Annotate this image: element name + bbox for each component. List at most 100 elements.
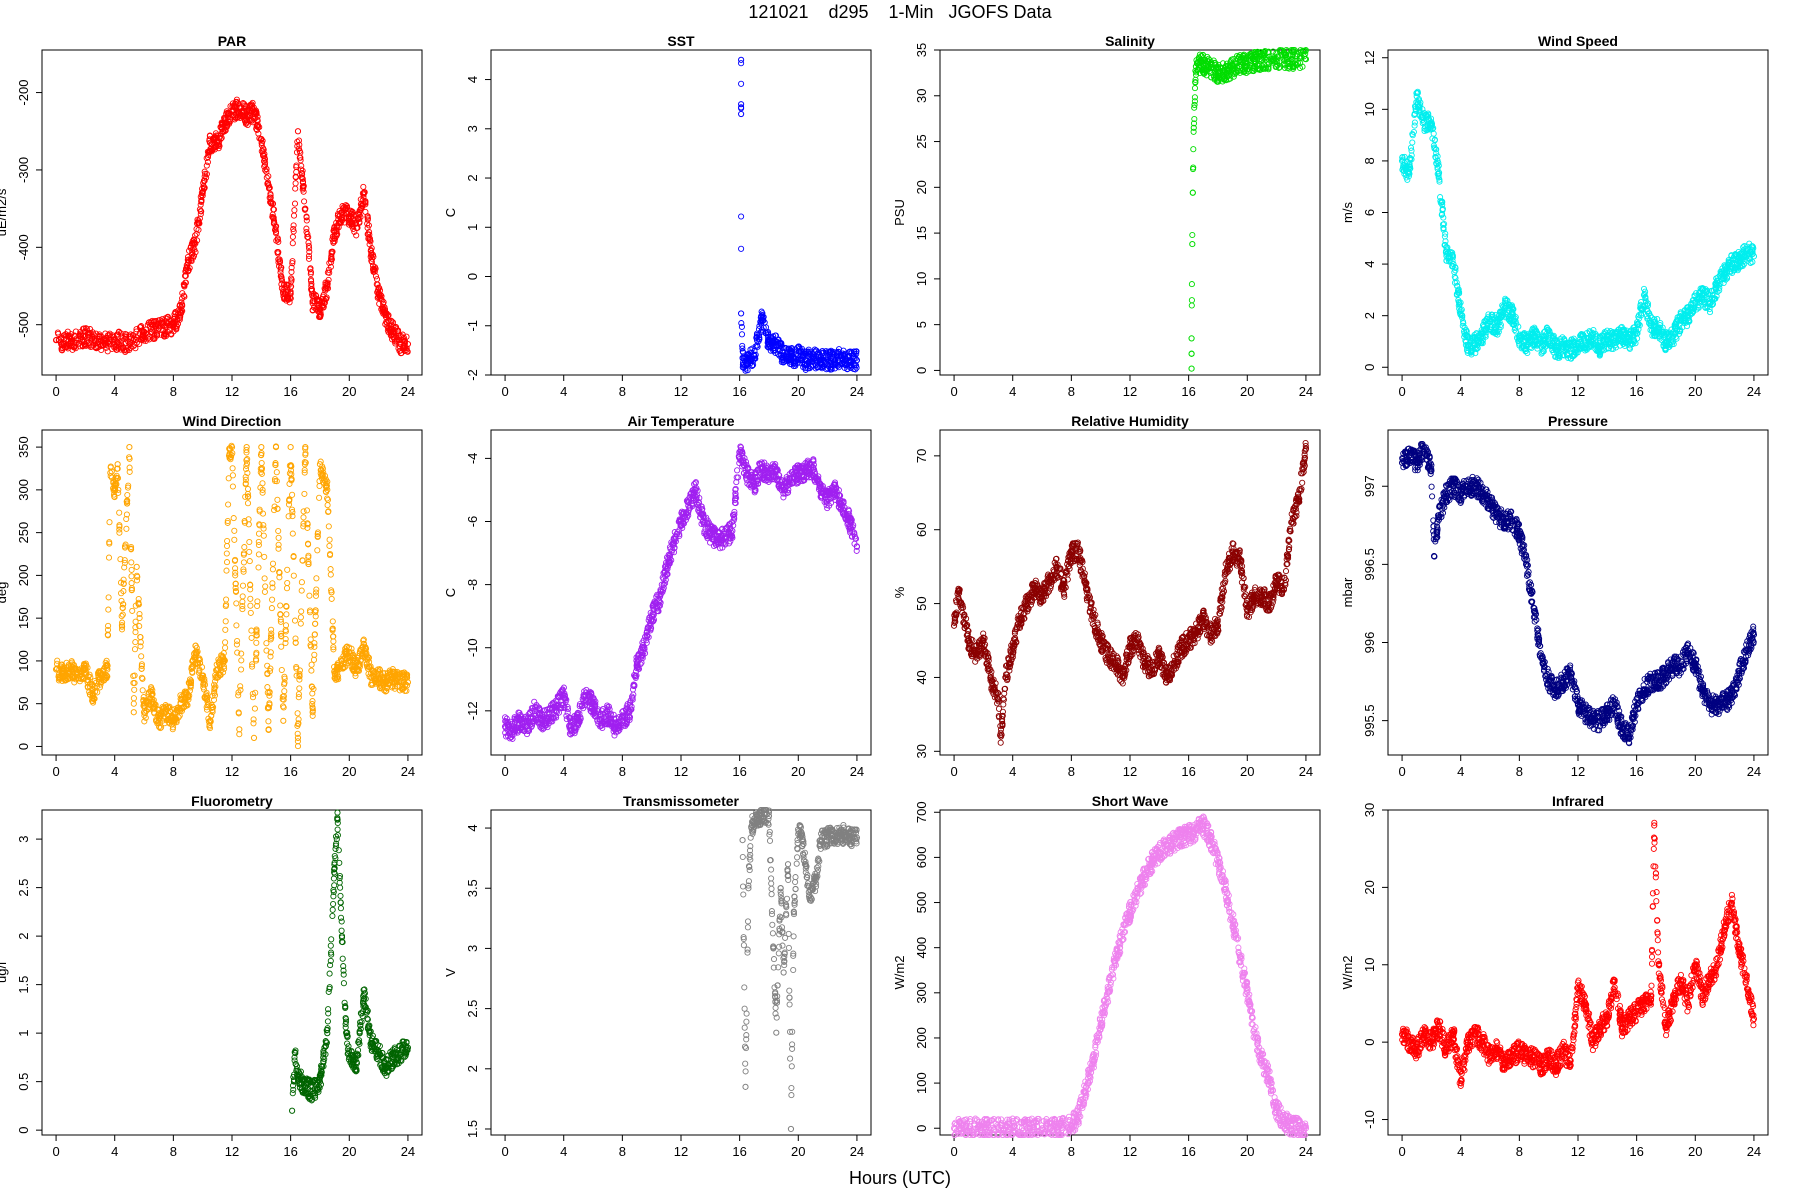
y-tick-label: 5 [914,321,929,328]
scatter-texture-point [197,211,204,218]
scatter-texture-point [308,661,315,668]
scatter-texture-point [400,334,407,341]
scatter-texture-point [139,687,146,694]
scatter-texture-point [255,551,262,558]
scatter-texture-point [132,345,139,352]
scatter-texture-point [753,333,760,340]
scatter-texture-point [222,127,229,134]
y-axis-label: deg [0,582,9,604]
x-tick-label: 12 [674,384,688,399]
scatter-texture-point [289,233,296,240]
y-tick-label: -500 [16,312,31,338]
scatter-texture-point [267,192,274,199]
scatter-texture-point [284,566,291,573]
scatter-texture-point [738,331,746,338]
scatter-texture-point [198,197,205,205]
scatter-texture-point [291,200,299,207]
scatter-texture-point [130,343,137,350]
plot-frame [490,49,872,376]
scatter-texture-point [61,331,68,339]
data-point [1188,335,1195,342]
y-tick-label: 150 [16,607,31,629]
scatter-texture-point [76,343,84,350]
scatter-texture-point [263,640,270,647]
y-axis-label: C [443,208,458,217]
scatter-texture-point [229,472,236,479]
scatter-texture-point [300,508,307,515]
scatter-texture-point [189,247,196,254]
scatter-texture-point [247,595,254,602]
scatter-texture-point [247,609,254,616]
scatter-texture-point [122,333,129,340]
x-tick-label: 20 [791,384,805,399]
scatter-texture-point [281,290,288,297]
scatter-texture-point [383,311,390,318]
scatter-texture-point [272,226,279,233]
x-tick-label: 8 [1516,384,1523,399]
y-tick-label: -1 [465,320,480,332]
y-tick-label: 15 [914,226,929,240]
y-tick-label: 12 [1362,51,1377,65]
data-point [738,56,745,63]
scatter-texture-point [328,249,336,256]
scatter-texture-point [268,605,275,612]
scatter-texture-point [222,639,229,646]
y-tick-label: 8 [1362,157,1377,164]
scatter-texture-point [265,173,272,180]
y-tick-label: 0 [914,367,929,374]
x-tick-label: 4 [111,764,118,779]
data-point [738,310,745,317]
scatter-texture-point [225,501,232,508]
scatter-texture-point [73,337,80,344]
scatter-texture-point [255,130,262,137]
scatter-texture-point [105,606,112,613]
scatter-texture-point [298,579,305,586]
data-point [133,563,140,570]
scatter-texture-point [258,136,265,143]
scatter-texture-point [325,266,332,273]
scatter-texture-point [341,219,348,226]
scatter-texture-point [366,237,373,244]
scatter-texture-point [128,559,135,566]
scatter-texture-point [275,527,282,535]
scatter-texture-point [297,157,304,164]
scatter-texture-point [348,210,355,217]
scatter-texture-point [303,507,311,514]
scatter-texture-point [297,166,305,173]
scatter-texture-point [298,174,305,181]
scatter-texture-point [305,255,313,262]
scatter-texture-point [237,114,244,122]
scatter-texture-point [383,318,390,326]
scatter-texture-point [271,507,278,514]
scatter-texture-point [129,331,136,339]
y-tick-label: -2 [465,369,480,381]
scatter-texture-point [289,258,296,265]
x-tick-label: 8 [1068,384,1075,399]
scatter-texture-point [290,222,297,229]
scatter-texture-point [248,101,255,108]
scatter-texture-point [318,299,325,306]
scatter-texture-point [767,343,774,350]
y-tick-label: 6 [1362,209,1377,216]
scatter-texture-point [199,192,206,199]
x-tick-label: 0 [52,384,59,399]
scatter-texture-point [369,251,376,258]
scatter-texture-point [261,553,268,560]
x-tick-label: 20 [342,384,356,399]
scatter-texture-point [261,575,268,582]
x-tick-label: 16 [1181,384,1195,399]
y-tick-label: 1 [465,224,480,231]
scatter-texture-point [390,333,397,340]
x-tick-label: 8 [619,384,626,399]
scatter-texture-point [1189,231,1196,239]
y-tick-label: 250 [16,522,31,544]
scatter-texture-point [253,123,260,130]
scatter-texture-point [337,218,344,225]
scatter-texture-point [303,225,310,232]
scatter-texture-point [364,215,371,222]
scatter-texture-point [89,335,96,342]
data-point [250,734,258,741]
scatter-texture-point [307,270,314,278]
scatter-texture-point [130,695,137,702]
